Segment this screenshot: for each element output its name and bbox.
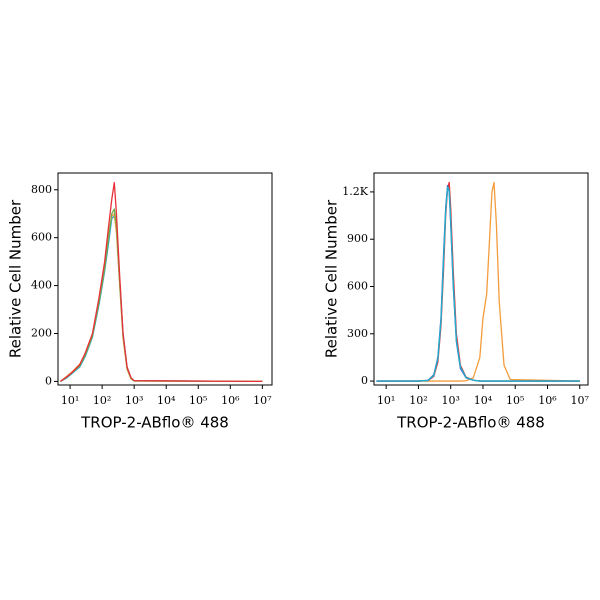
y-tick-label: 600	[347, 279, 368, 292]
x-tick-label: 10¹	[377, 394, 395, 407]
histogram-line	[60, 215, 263, 383]
x-tick-label: 10⁴	[157, 394, 176, 407]
x-axis-label: TROP-2-ABflo® 488	[396, 414, 545, 432]
histogram-line	[60, 181, 263, 383]
x-tick-label: 10⁶	[538, 394, 557, 407]
x-tick-label: 10³	[125, 394, 143, 407]
x-tick-label: 10⁷	[253, 394, 272, 407]
y-tick-label: 200	[31, 326, 52, 339]
x-tick-label: 10²	[409, 394, 427, 407]
histogram-line	[376, 181, 580, 382]
x-tick-label: 10⁴	[474, 394, 493, 407]
histogram-line	[60, 208, 263, 383]
y-tick-label: 1.2K	[342, 185, 368, 198]
y-tick-label: 800	[31, 183, 52, 196]
histogram-line	[376, 184, 580, 382]
plot-frame	[373, 172, 589, 386]
x-axis-label: TROP-2-ABflo® 488	[80, 414, 229, 432]
histogram-line	[60, 213, 263, 383]
y-tick-label: 300	[347, 327, 368, 340]
x-tick-label: 10⁵	[506, 394, 524, 407]
y-axis-label: Relative Cell Number	[323, 199, 341, 358]
histogram-line	[376, 186, 580, 382]
y-tick-label: 0	[45, 374, 52, 387]
plot-frame	[57, 172, 273, 386]
x-tick-label: 10¹	[61, 394, 79, 407]
y-axis-label: Relative Cell Number	[7, 199, 25, 358]
histogram-line	[376, 181, 580, 382]
y-tick-label: 600	[31, 231, 52, 244]
y-tick-label: 900	[347, 232, 368, 245]
x-tick-label: 10³	[441, 394, 459, 407]
y-tick-label: 400	[31, 279, 52, 292]
x-tick-label: 10⁵	[189, 394, 207, 407]
y-tick-label: 0	[361, 374, 368, 387]
x-tick-label: 10⁶	[221, 394, 240, 407]
x-tick-label: 10²	[93, 394, 111, 407]
x-tick-label: 10⁷	[571, 394, 590, 407]
